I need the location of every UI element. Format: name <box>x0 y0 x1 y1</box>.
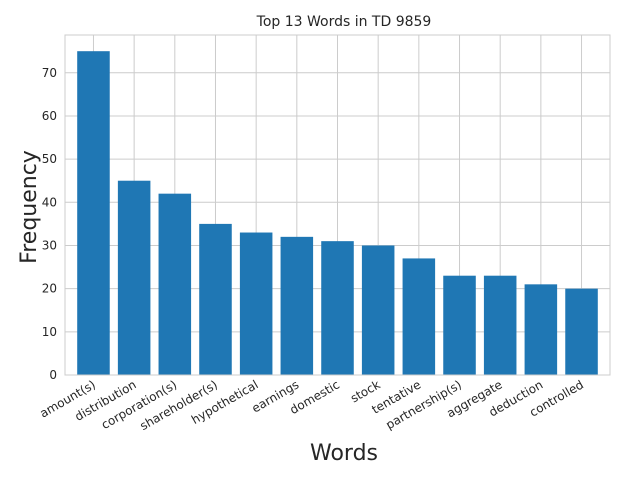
bar <box>117 180 151 375</box>
y-tick-label: 30 <box>42 238 57 252</box>
y-tick-labels: 0 10 20 30 40 50 60 70 <box>42 66 57 382</box>
bar <box>443 275 476 375</box>
y-tick-label: 0 <box>49 368 57 382</box>
bar <box>524 284 558 375</box>
bar <box>402 258 436 375</box>
y-tick-label: 60 <box>42 109 57 123</box>
bar <box>321 241 354 375</box>
bar <box>280 236 314 375</box>
y-tick-label: 20 <box>42 282 57 296</box>
bar <box>199 223 232 375</box>
bar <box>158 193 192 375</box>
bar <box>239 232 273 375</box>
y-tick-label: 40 <box>42 195 57 209</box>
y-axis-label: Frequency <box>17 150 42 264</box>
bar <box>565 288 598 375</box>
bar <box>77 51 110 375</box>
y-tick-label: 10 <box>42 325 57 339</box>
bar <box>361 245 395 375</box>
x-axis-label: Words <box>310 441 378 466</box>
bar <box>483 275 517 375</box>
plot-frame <box>64 34 611 376</box>
bars <box>77 51 598 375</box>
y-tick-label: 50 <box>42 152 57 166</box>
y-tick-label: 70 <box>42 66 57 80</box>
chart-title: Top 13 Words in TD 9859 <box>256 14 432 30</box>
